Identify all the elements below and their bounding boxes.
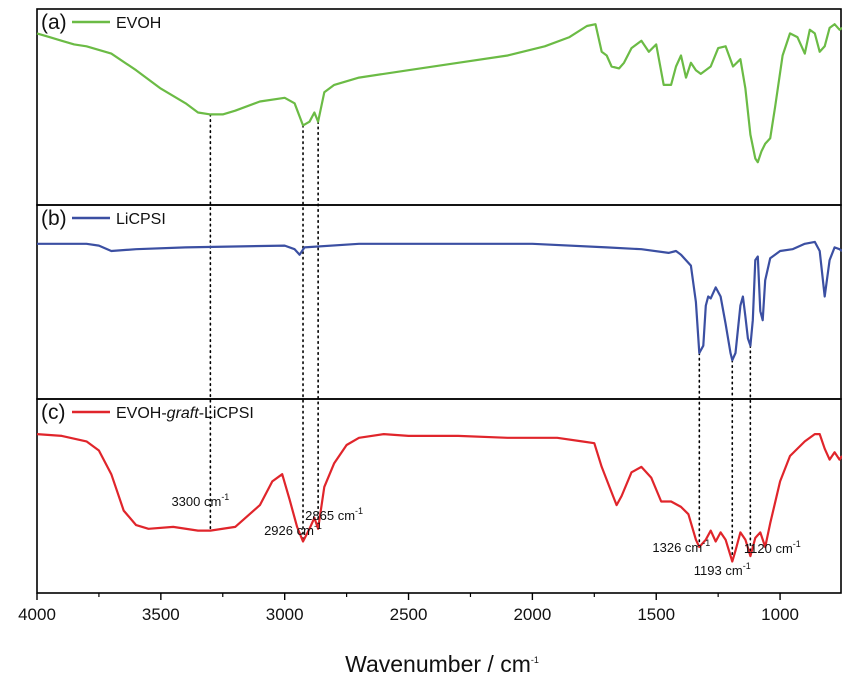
x-tick-label: 1000 xyxy=(761,605,799,624)
peak-label: 3300 cm-1 xyxy=(171,492,229,509)
legend-label: EVOH-graft-LiCPSI xyxy=(116,405,254,422)
panel-frame xyxy=(36,8,842,206)
x-tick-label: 2000 xyxy=(513,605,551,624)
legend-label: LiCPSI xyxy=(116,211,166,228)
x-tick-label: 3500 xyxy=(142,605,180,624)
peak-label: 1120 cm-1 xyxy=(744,539,801,556)
panel-tag: (c) xyxy=(41,401,66,424)
spectra-curves xyxy=(36,23,842,563)
peak-label: 1193 cm-1 xyxy=(694,561,751,578)
x-tick-label: 3000 xyxy=(266,605,304,624)
panel-frame xyxy=(36,398,842,594)
guide-lines xyxy=(209,113,752,563)
series-line-1 xyxy=(36,23,842,164)
series-line-3 xyxy=(36,433,842,563)
legend-label: EVOH xyxy=(116,15,161,32)
peak-label: 2865 cm-1 xyxy=(305,506,363,523)
panel-tag: (b) xyxy=(41,207,67,230)
x-axis-title: Wavenumber / cm-1 xyxy=(345,651,539,677)
x-tick-label: 1500 xyxy=(637,605,675,624)
peak-label: 2926 cm-1 xyxy=(264,521,322,538)
x-tick-label: 4000 xyxy=(18,605,56,624)
panel-tag: (a) xyxy=(41,11,67,34)
peak-label: 1326 cm-1 xyxy=(652,538,710,555)
series-line-2 xyxy=(37,240,842,362)
legends: (a) EVOH (b) LiCPSI (c) EVOH-graft-LiCPSI xyxy=(41,11,254,424)
panel-frame xyxy=(36,204,842,400)
x-axis: 4000 3500 3000 2500 2000 1500 1000 xyxy=(18,593,799,624)
x-tick-label: 2500 xyxy=(390,605,428,624)
panel-frames xyxy=(36,8,842,594)
